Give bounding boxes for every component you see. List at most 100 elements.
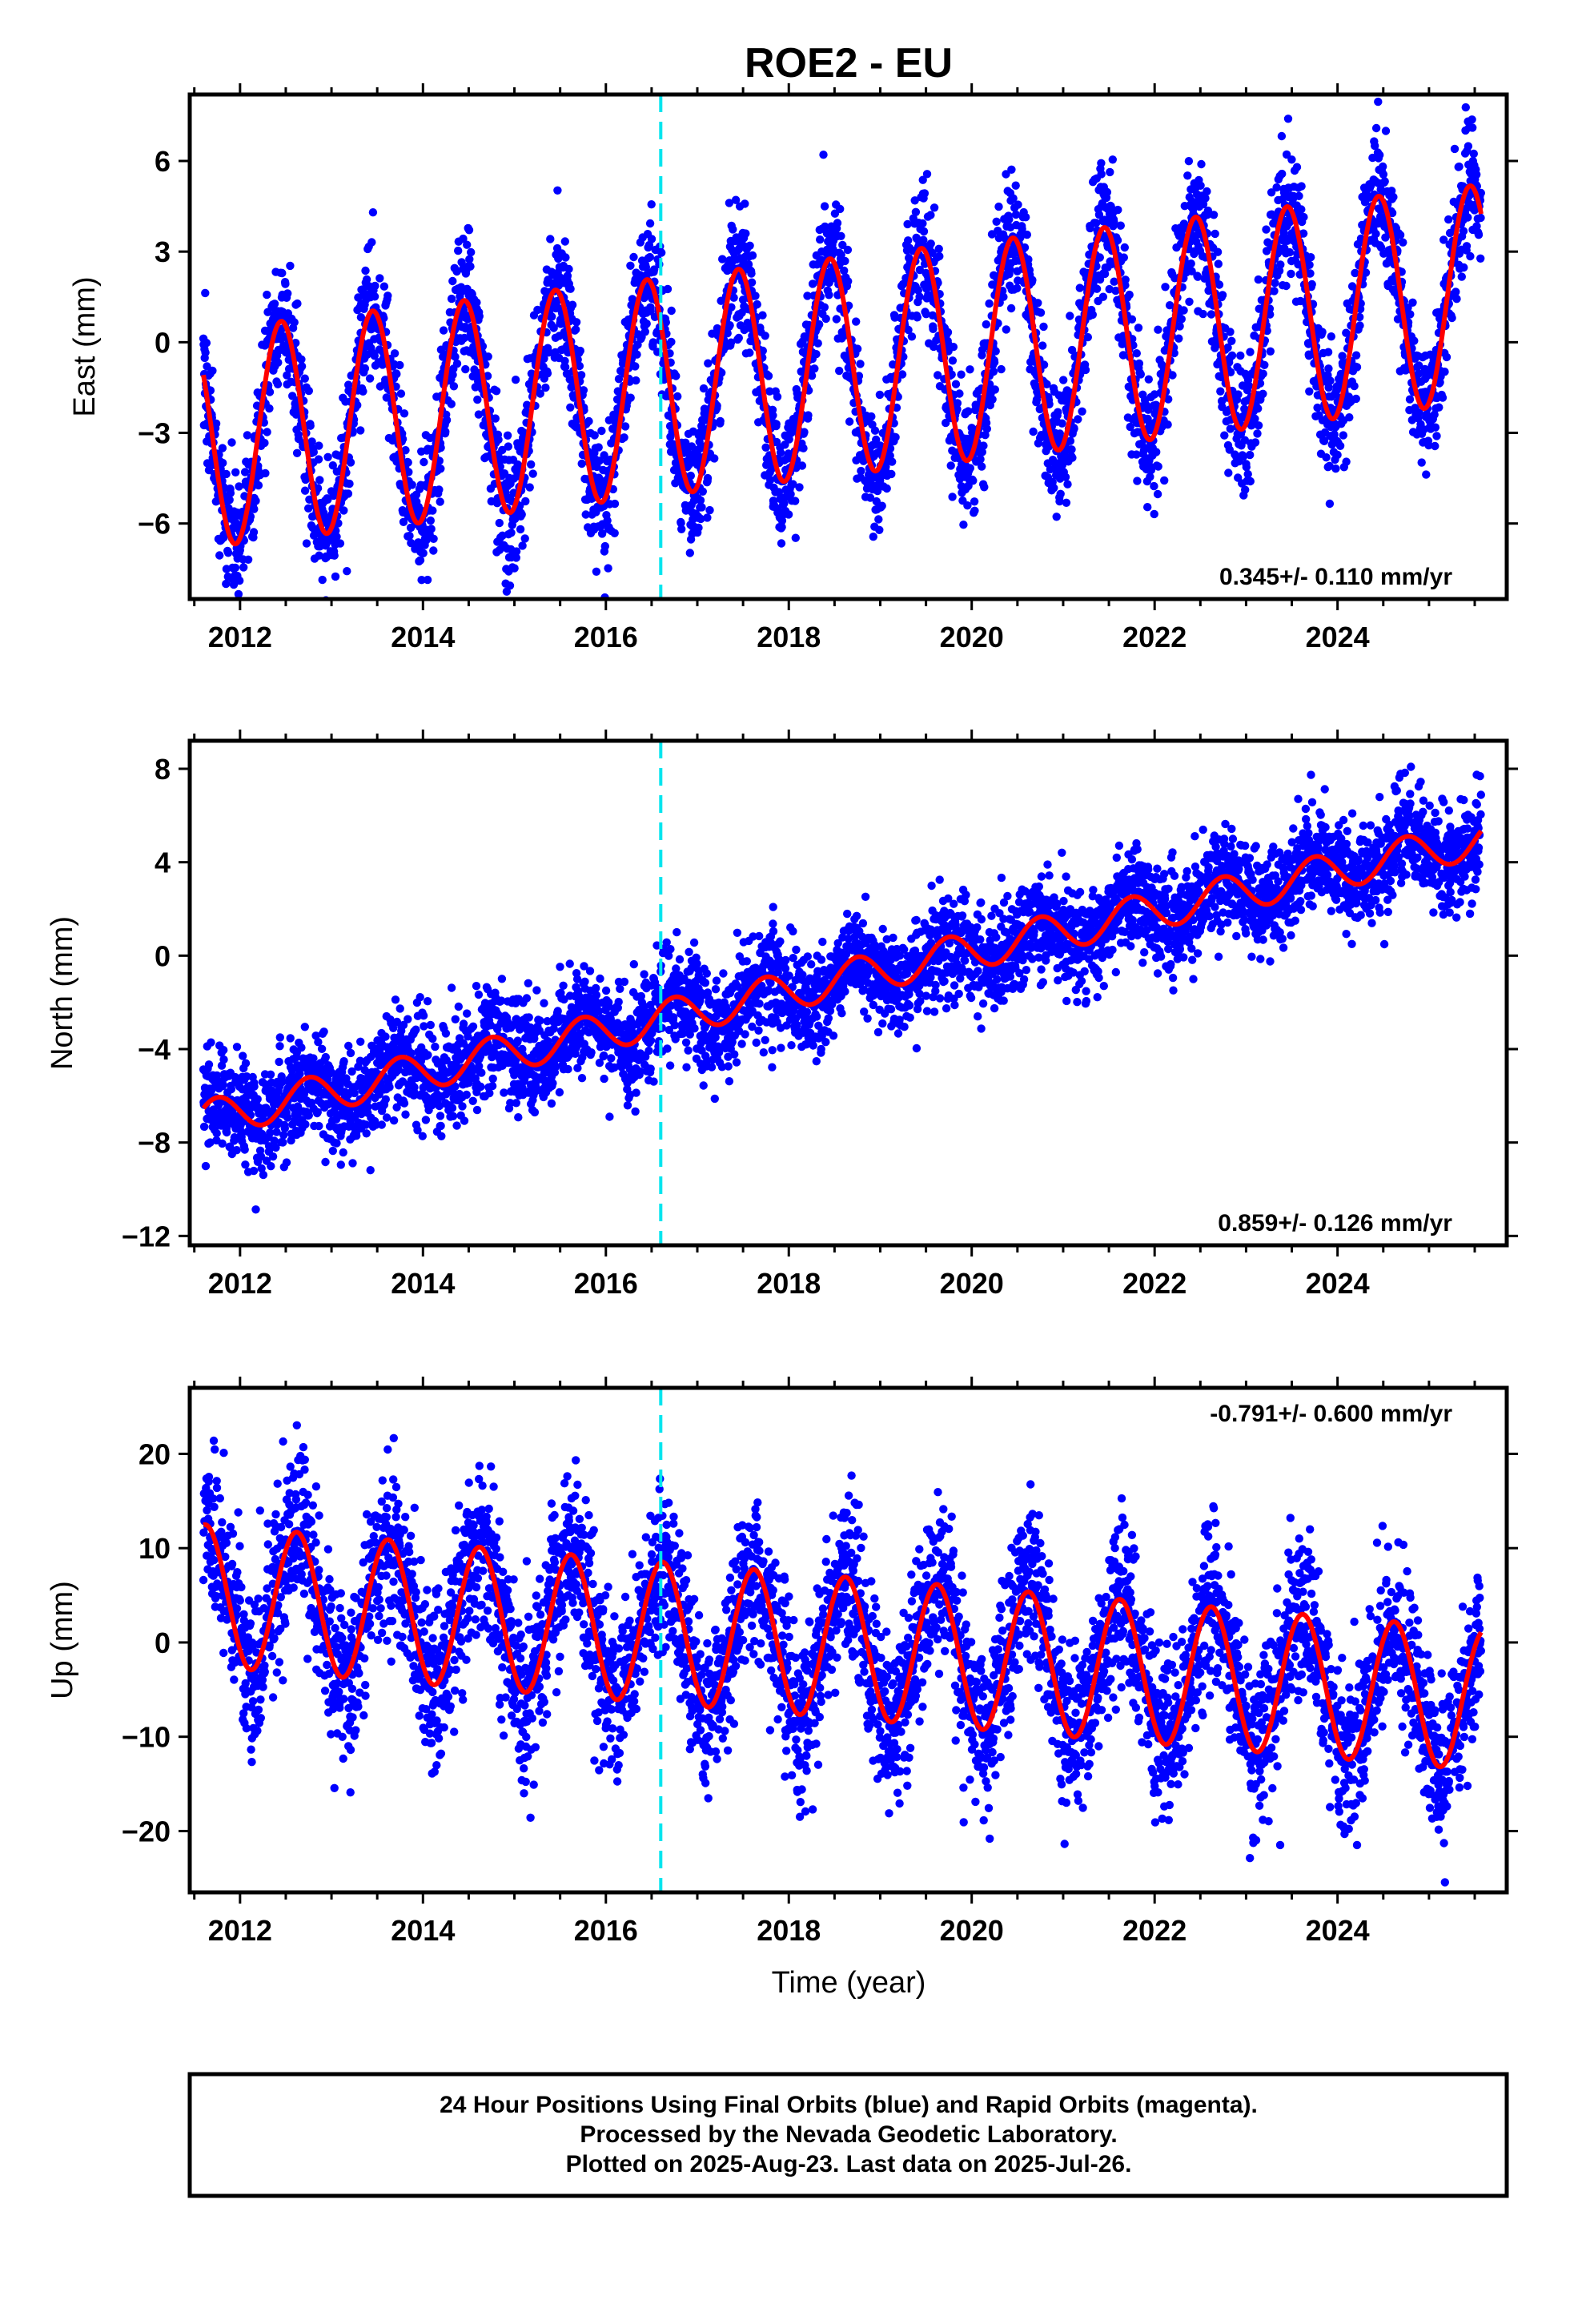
data-point [382, 393, 391, 402]
data-point [741, 229, 750, 238]
data-point [1246, 476, 1255, 486]
data-point [316, 607, 324, 615]
data-point [232, 1043, 242, 1051]
data-point [929, 342, 938, 352]
data-point [280, 1124, 289, 1133]
data-point [1107, 259, 1117, 268]
data-point [201, 1161, 211, 1171]
data-point [371, 281, 379, 291]
data-point [1094, 210, 1104, 219]
data-point [1260, 360, 1269, 369]
data-point [705, 505, 714, 515]
data-point [1062, 498, 1071, 507]
data-point [904, 325, 913, 335]
data-point [251, 1205, 260, 1214]
data-point [875, 525, 884, 534]
data-point [1350, 381, 1359, 391]
data-point [566, 403, 575, 412]
data-point [988, 395, 997, 404]
data-point [813, 339, 822, 348]
data-point [951, 380, 961, 388]
data-point [765, 387, 774, 396]
data-point [747, 269, 756, 278]
data-point [484, 352, 492, 361]
data-point [223, 1128, 231, 1137]
data-point [339, 506, 348, 515]
data-point [1209, 211, 1219, 219]
data-point [305, 495, 314, 504]
data-point [597, 426, 606, 436]
data-point [891, 432, 900, 442]
data-point [1013, 283, 1022, 293]
data-point [423, 575, 432, 585]
data-point [1339, 431, 1348, 440]
data-point [1207, 310, 1216, 319]
data-point [315, 476, 324, 485]
data-point [716, 416, 725, 426]
data-point [218, 1139, 227, 1148]
data-point [725, 199, 734, 207]
data-point [201, 348, 210, 357]
data-point [1253, 429, 1262, 438]
data-point [204, 1060, 214, 1069]
data-point [1374, 97, 1383, 107]
data-point [1269, 219, 1278, 228]
data-point [416, 556, 425, 565]
data-point [335, 539, 345, 548]
data-point [1324, 364, 1333, 373]
data-point [964, 407, 973, 416]
data-point [1435, 403, 1443, 412]
data-point [1417, 458, 1426, 467]
data-point [758, 346, 767, 356]
data-point [356, 426, 365, 435]
data-point [992, 217, 1001, 226]
data-point [263, 428, 271, 436]
data-point [270, 1136, 279, 1145]
data-point [356, 313, 366, 322]
data-point [549, 324, 558, 332]
data-point [260, 438, 269, 448]
data-point [1431, 441, 1439, 451]
data-point [420, 457, 428, 467]
data-point [474, 410, 484, 419]
data-point [1342, 457, 1351, 466]
data-point [803, 292, 812, 300]
data-point [392, 369, 401, 379]
data-point [695, 437, 704, 446]
data-point [874, 515, 883, 524]
data-point [208, 366, 217, 376]
data-point [797, 461, 807, 470]
data-point [332, 533, 341, 541]
data-point [315, 441, 323, 450]
data-point [370, 292, 379, 301]
data-point [1468, 123, 1477, 132]
data-point [698, 487, 707, 496]
data-point [946, 461, 955, 470]
data-point [293, 299, 302, 308]
data-point [734, 333, 743, 343]
data-point [1185, 297, 1194, 306]
data-point [584, 416, 593, 426]
data-point [913, 286, 923, 295]
data-point [283, 289, 292, 298]
data-point [1466, 251, 1475, 261]
data-point [297, 355, 306, 364]
data-point [249, 1166, 259, 1176]
data-point [1075, 283, 1085, 292]
data-point [436, 464, 445, 473]
data-point [459, 234, 468, 243]
data-point [1277, 131, 1287, 141]
data-point [473, 395, 482, 404]
data-point [1251, 414, 1259, 424]
data-point [1325, 499, 1335, 509]
data-point [279, 1138, 287, 1147]
data-point [869, 533, 878, 541]
data-point [259, 1170, 268, 1180]
data-point [696, 496, 705, 505]
data-point [1002, 170, 1010, 179]
data-point [1197, 159, 1206, 169]
data-point [243, 431, 252, 440]
data-point [1152, 448, 1161, 456]
data-point [560, 237, 569, 246]
data-point [872, 497, 881, 506]
